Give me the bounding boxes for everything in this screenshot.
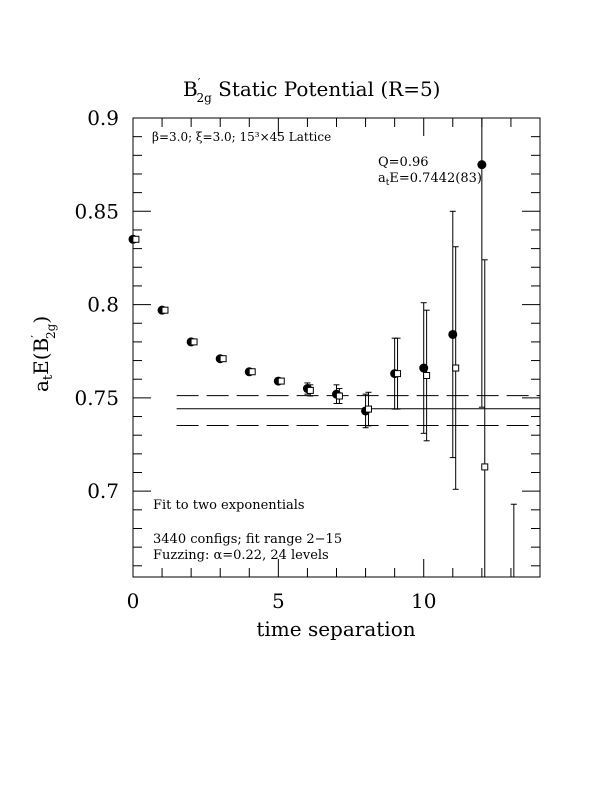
- y-tick-label: 0.8: [87, 293, 119, 317]
- data-point-square: [190, 338, 198, 346]
- fit-lines: [176, 395, 540, 426]
- y-tick-label: 0.7: [87, 479, 119, 503]
- fuzzing-annotation: Fuzzing: α=0.22, 24 levels: [153, 548, 329, 563]
- x-axis-label: time separation: [256, 617, 415, 641]
- fit-annotation: Fit to two exponentials: [153, 498, 305, 513]
- data-point-square: [335, 392, 343, 400]
- data-point-circle: [477, 160, 487, 170]
- data-point-circle: [419, 363, 429, 373]
- data-point-square: [132, 235, 140, 243]
- data-point-circle: [448, 329, 458, 339]
- data-point-square: [364, 405, 372, 413]
- x-tick-label: 10: [411, 589, 436, 613]
- axis-ticks: [132, 117, 541, 577]
- x-tick-label: 0: [127, 589, 140, 613]
- data-point-square: [423, 371, 431, 379]
- y-tick-label: 0.75: [74, 386, 119, 410]
- chart-title: B′ 2g Static Potential (R=5): [183, 76, 440, 105]
- data-point-square: [394, 370, 402, 378]
- y-tick-labels: 0.7 0.75 0.8 0.85 0.9: [74, 106, 119, 503]
- x-tick-labels: 0 5 10: [127, 589, 437, 613]
- configs-annotation: 3440 configs; fit range 2−15: [153, 532, 342, 547]
- y-tick-label: 0.9: [87, 106, 119, 130]
- data-point-square: [277, 377, 285, 385]
- data-point-square: [248, 368, 256, 376]
- data-point-square: [452, 364, 460, 372]
- q-annotation: Q=0.96: [378, 155, 429, 170]
- data-series: [128, 118, 517, 577]
- y-axis-label: atE(B′2g): [29, 316, 58, 392]
- x-tick-label: 5: [272, 589, 285, 613]
- y-tick-label: 0.85: [74, 199, 119, 223]
- data-point-square: [481, 463, 489, 471]
- lattice-annotation: β=3.0; ξ=3.0; 15³×45 Lattice: [152, 130, 331, 144]
- data-point-square: [306, 386, 314, 394]
- energy-annotation: atE=0.7442(83): [378, 171, 482, 188]
- data-point-square: [219, 355, 227, 363]
- data-point-square: [161, 306, 169, 314]
